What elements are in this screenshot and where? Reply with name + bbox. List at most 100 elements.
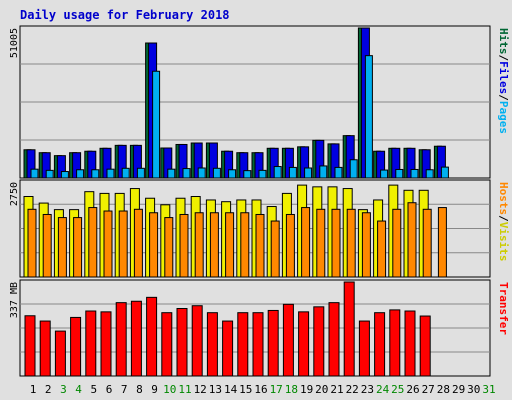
- x-tick-day-16: 16: [254, 383, 267, 396]
- visits-bar-hosts-24: [377, 220, 387, 278]
- visits-bar-hosts-12: [194, 212, 204, 278]
- transfer-bar-transfer-24: [374, 312, 386, 377]
- transfer-bar-transfer-11: [176, 307, 188, 377]
- hits-side-label-part: Files: [497, 61, 510, 94]
- hits-side-label-part: /: [497, 94, 510, 101]
- transfer-bar-transfer-7: [115, 302, 127, 377]
- hits-bar-pages-23: [364, 55, 373, 179]
- hits-bar-pages-9: [152, 70, 161, 179]
- transfer-bar-transfer-13: [206, 312, 218, 377]
- transfer-bar-transfer-21: [328, 302, 340, 377]
- hits-bar-pages-10: [167, 168, 176, 179]
- x-tick-day-26: 26: [406, 383, 419, 396]
- x-tick-day-31: 31: [482, 383, 495, 396]
- hits-bar-pages-19: [304, 167, 313, 179]
- visits-bar-hosts-14: [225, 212, 235, 278]
- hits-side-label-part: /: [497, 55, 510, 62]
- x-tick-day-18: 18: [285, 383, 298, 396]
- hits-bar-pages-18: [288, 166, 297, 179]
- hits-bar-pages-21: [334, 166, 343, 179]
- x-tick-day-19: 19: [300, 383, 313, 396]
- visits-panel: 2750 Hosts/Visits: [9, 179, 510, 278]
- visits-bar-hosts-13: [209, 212, 219, 278]
- hits-max-label: 51005: [9, 28, 20, 58]
- transfer-bar-transfer-15: [237, 312, 249, 377]
- hits-bar-pages-20: [319, 165, 328, 179]
- visits-bar-hosts-17: [270, 220, 280, 278]
- transfer-bar-transfer-6: [100, 311, 112, 377]
- panels: 51005 Hits/Files/Pages 2750 Hosts / Visits 337…: [9, 25, 510, 377]
- visits-bar-hosts-6: [103, 210, 113, 278]
- visits-bar-hosts-25: [392, 208, 402, 278]
- x-tick-day-13: 13: [209, 383, 222, 396]
- transfer-bar-transfer-16: [252, 312, 264, 377]
- visits-bar-hosts-2: [42, 213, 52, 278]
- transfer-bar-transfer-18: [282, 303, 294, 377]
- x-tick-day-30: 30: [467, 383, 480, 396]
- transfer-bar-transfer-1: [24, 315, 36, 377]
- x-tick-day-4: 4: [75, 383, 82, 396]
- x-tick-day-28: 28: [437, 383, 450, 396]
- x-tick-day-2: 2: [45, 383, 52, 396]
- transfer-bar-transfer-9: [146, 296, 158, 377]
- visits-bar-hosts-23: [361, 212, 371, 278]
- hits-bar-pages-2: [45, 169, 54, 179]
- x-tick-day-15: 15: [239, 383, 252, 396]
- visits-bar-hosts-1: [27, 208, 37, 278]
- transfer-series-transfer: [24, 281, 431, 377]
- visits-bar-hosts-8: [133, 208, 143, 278]
- transfer-bar-transfer-3: [54, 330, 66, 377]
- x-tick-day-10: 10: [163, 383, 176, 396]
- hits-bar-pages-25: [395, 168, 404, 179]
- hits-side-label: Hits/Files/Pages: [497, 28, 510, 134]
- hits-bar-pages-1: [30, 168, 39, 179]
- visits-side-label-part: Visits: [497, 222, 510, 262]
- visits-bar-hosts-5: [88, 207, 98, 278]
- transfer-bar-transfer-12: [191, 305, 203, 377]
- hits-panel: 51005 Hits/Files/Pages: [9, 25, 510, 179]
- visits-bar-hosts-4: [73, 217, 83, 278]
- visits-bar-hosts-7: [118, 210, 128, 278]
- chart-title: Daily usage for February 2018: [20, 8, 230, 22]
- transfer-bar-transfer-19: [298, 311, 310, 377]
- x-tick-day-23: 23: [361, 383, 374, 396]
- hits-bar-pages-8: [136, 167, 145, 179]
- hits-bar-pages-14: [228, 169, 237, 179]
- hits-bar-pages-11: [182, 168, 191, 179]
- transfer-bar-transfer-17: [267, 309, 279, 377]
- transfer-bar-transfer-2: [39, 320, 51, 377]
- x-tick-day-27: 27: [422, 383, 435, 396]
- transfer-bar-transfer-8: [130, 300, 142, 377]
- visits-bar-hosts-9: [149, 212, 159, 278]
- hits-bar-pages-28: [440, 166, 449, 179]
- visits-bar-hosts-20: [316, 208, 326, 278]
- x-tick-day-21: 21: [330, 383, 343, 396]
- x-tick-day-3: 3: [60, 383, 67, 396]
- visits-bar-hosts-19: [301, 207, 311, 278]
- transfer-bar-transfer-25: [389, 309, 401, 377]
- visits-bar-hosts-28: [437, 207, 447, 278]
- visits-bar-hosts-18: [285, 213, 295, 278]
- x-tick-day-29: 29: [452, 383, 465, 396]
- visits-side-label-part: Hosts: [497, 182, 510, 215]
- visits-bar-hosts-11: [179, 213, 189, 278]
- transfer-bar-transfer-14: [222, 320, 234, 377]
- hits-bar-pages-5: [91, 169, 100, 179]
- hits-bar-pages-15: [243, 170, 252, 179]
- transfer-bar-transfer-10: [161, 312, 173, 377]
- hits-bar-pages-6: [106, 168, 115, 179]
- visits-bar-hosts-10: [164, 217, 174, 278]
- x-tick-day-17: 17: [270, 383, 283, 396]
- x-tick-day-22: 22: [346, 383, 359, 396]
- visits-max-label: 2750: [9, 182, 20, 206]
- visits-bar-hosts-27: [422, 208, 432, 278]
- visits-bar-hosts-15: [240, 212, 250, 278]
- hits-bar-pages-4: [76, 169, 85, 179]
- visits-bar-hosts-21: [331, 208, 341, 278]
- transfer-side-label: Transfer: [497, 282, 510, 335]
- hits-bar-pages-16: [258, 169, 267, 179]
- transfer-panel: 337 MB Transfer: [9, 279, 510, 377]
- transfer-bar-transfer-20: [313, 306, 325, 377]
